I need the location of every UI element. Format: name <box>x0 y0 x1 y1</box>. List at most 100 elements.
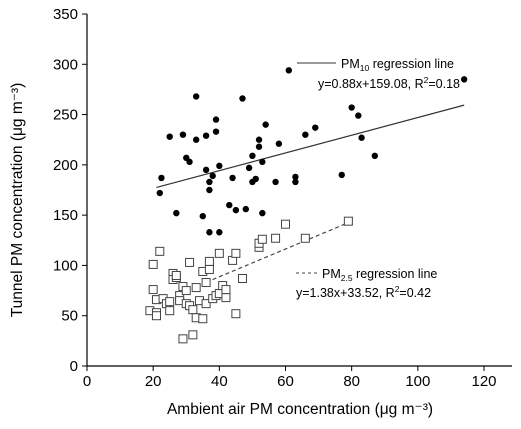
pm10-point <box>302 131 309 138</box>
legend-pm10-label: PM10 regression line <box>341 57 454 73</box>
y-tick-label: 300 <box>53 56 78 73</box>
pm10-point <box>255 136 263 143</box>
pm10-point <box>255 143 263 150</box>
pm10-point <box>292 173 299 181</box>
pm25-point <box>148 285 158 295</box>
pm10-point <box>173 209 180 217</box>
pm10-point <box>212 128 220 135</box>
regression-lines <box>156 104 465 283</box>
pm10-point <box>245 164 253 172</box>
legend-pm25: PM2.5 regression line y=1.38x+33.52, R2=… <box>296 267 437 300</box>
x-tick-label: 0 <box>83 373 91 390</box>
pm10-point <box>206 178 213 186</box>
pm25-point <box>281 219 290 229</box>
pm10-point <box>202 132 210 139</box>
pm25-point <box>343 216 353 226</box>
pm10-point <box>242 205 249 213</box>
pm10-point <box>199 212 206 220</box>
pm25-point <box>188 330 198 340</box>
pm25-point <box>221 293 231 303</box>
pm10-point <box>156 189 163 197</box>
pm10-point <box>206 229 213 236</box>
pm10-point <box>192 93 200 100</box>
pm25-point <box>148 259 158 269</box>
y-tick-label: 250 <box>53 107 78 124</box>
x-tick-label: 20 <box>145 373 162 390</box>
legend-pm10-equation: y=0.88x+159.08, R2=0.18 <box>318 75 460 91</box>
pm10-point <box>179 131 187 138</box>
pm10-point <box>292 178 299 186</box>
pm25-point <box>198 314 208 324</box>
pm10-point <box>252 175 259 183</box>
x-tick-label: 100 <box>405 373 430 390</box>
pm10-point <box>371 152 379 160</box>
pm10-point <box>312 124 319 131</box>
pm10-point <box>272 178 279 186</box>
y-tick-label: 0 <box>70 358 78 375</box>
pm25-regression-line <box>205 222 349 283</box>
pm25-point <box>257 234 267 244</box>
pm10-point <box>232 206 240 214</box>
pm25-point <box>201 278 211 288</box>
y-tick-label: 50 <box>61 308 78 325</box>
x-tick-label: 40 <box>211 373 228 390</box>
pm10-point <box>186 158 193 166</box>
y-tick-label: 100 <box>53 257 78 274</box>
pm25-point <box>165 306 175 316</box>
pm25-point <box>178 334 188 344</box>
x-tick-label: 80 <box>343 373 360 390</box>
y-axis-title: Tunnel PM concentration (μg m⁻³) <box>9 83 26 317</box>
pm10-point <box>358 134 365 141</box>
pm10-point <box>262 121 269 128</box>
pm10-point <box>216 162 223 170</box>
pm10-point <box>158 174 165 182</box>
pm25-point <box>271 233 281 243</box>
pm10-point <box>338 171 345 179</box>
pm25-point <box>151 311 161 321</box>
legend-pm25-equation: y=1.38x+33.52, R2=0.42 <box>296 284 431 300</box>
pm25-point <box>185 257 195 267</box>
pm10-point <box>229 174 236 182</box>
pm25-point <box>300 233 310 243</box>
pm10-point <box>285 67 293 74</box>
pm25-point <box>204 264 214 274</box>
x-tick-label: 120 <box>471 373 496 390</box>
pm10-point <box>275 140 283 147</box>
pm25-point <box>204 256 214 266</box>
pm10-point <box>206 186 213 194</box>
legend-pm25-label: PM2.5 regression line <box>322 267 437 283</box>
legend-pm10: PM10 regression line y=0.88x+159.08, R2=… <box>297 57 460 91</box>
pm25-points <box>145 216 353 344</box>
pm10-point <box>209 172 216 180</box>
pm25-point <box>214 248 224 258</box>
pm25-point <box>237 274 247 284</box>
pm10-point <box>355 112 362 119</box>
plot-area: 0 50 100 150 200 250 300 350 0 20 40 60 80 100 120 <box>53 6 512 390</box>
pm10-point <box>259 209 266 217</box>
pm10-points <box>156 67 468 236</box>
pm10-point <box>192 136 200 143</box>
y-tick-label: 200 <box>53 157 78 174</box>
pm10-regression-line <box>156 104 465 189</box>
pm25-point <box>171 270 181 280</box>
pm10-point <box>348 104 355 111</box>
pm25-point <box>188 305 198 315</box>
pm25-point <box>221 285 231 295</box>
pm25-point <box>201 299 211 309</box>
pm10-point <box>460 76 468 83</box>
pm25-point <box>231 248 241 258</box>
x-axis-title: Ambient air PM concentration (μg m⁻³) <box>167 401 433 418</box>
pm10-point <box>249 152 256 160</box>
pm10-point <box>239 95 246 102</box>
x-tick-label: 60 <box>277 373 294 390</box>
x-axis-ticks: 0 20 40 60 80 100 120 <box>83 366 497 390</box>
pm10-point <box>166 133 173 140</box>
pm25-point <box>231 309 241 319</box>
pm25-point <box>191 283 201 293</box>
pm25-point <box>155 246 165 256</box>
pm10-point <box>216 229 223 236</box>
pm10-point <box>212 116 220 123</box>
pm10-point <box>202 166 210 174</box>
pm25-point <box>165 297 175 307</box>
